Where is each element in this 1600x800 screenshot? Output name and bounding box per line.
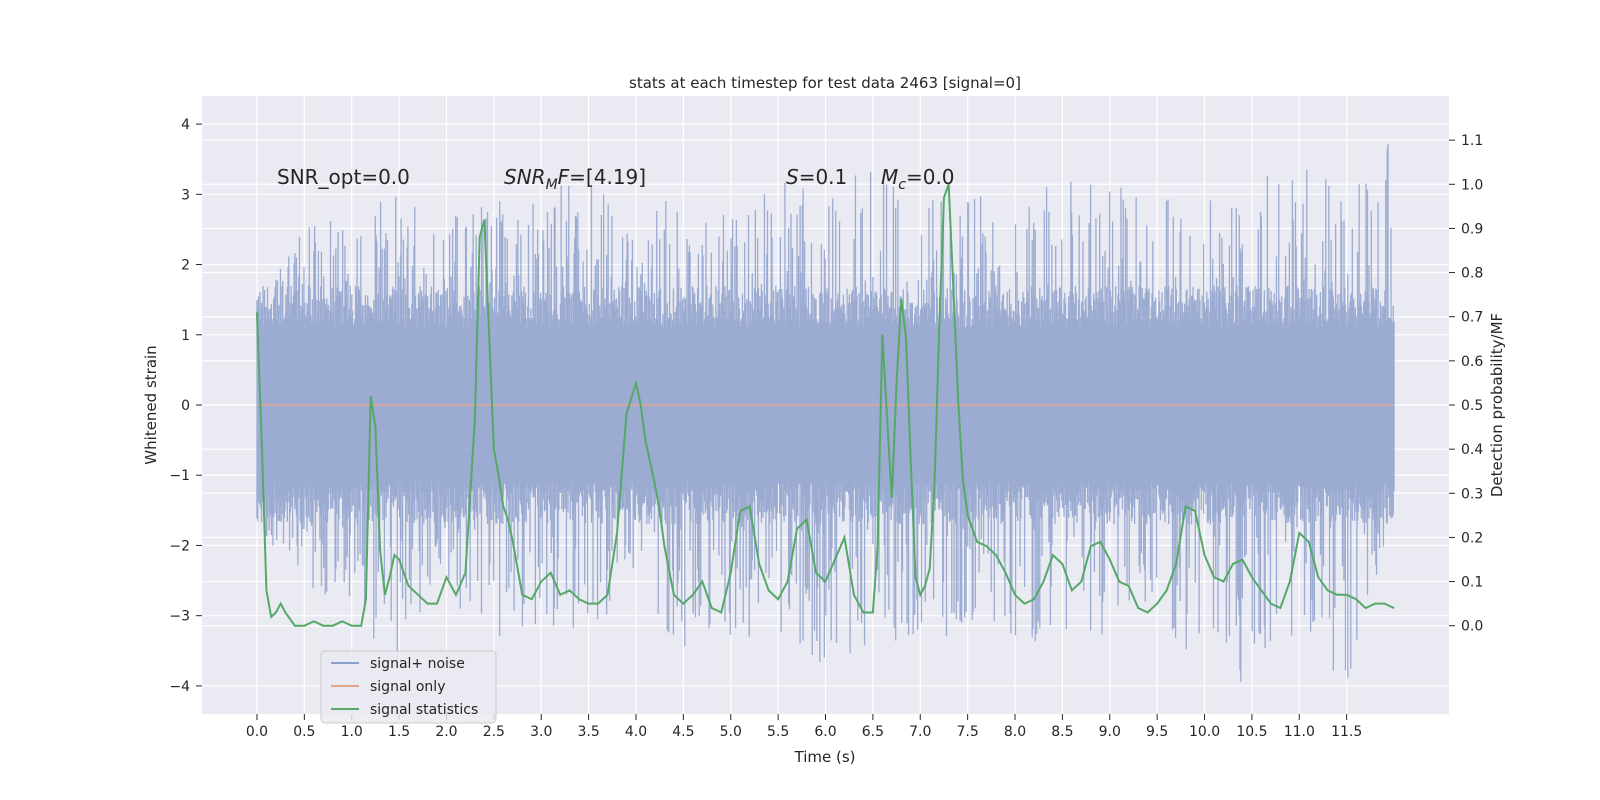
x-tick-label: 7.0	[909, 724, 931, 740]
legend-label-signal-only: signal only	[370, 679, 445, 695]
x-tick-label: 2.5	[483, 724, 505, 740]
x-tick-label: 9.0	[1099, 724, 1121, 740]
x-tick-label: 8.0	[1004, 724, 1026, 740]
y-right-tick-label: 0.2	[1461, 530, 1483, 546]
y-right-tick-label: 0.9	[1461, 221, 1483, 237]
y-right-tick-label: 0.4	[1461, 442, 1483, 458]
mc-value: =0.0	[906, 165, 955, 189]
x-tick-label: 10.5	[1236, 724, 1267, 740]
x-tick-label: 8.5	[1051, 724, 1073, 740]
x-tick-label: 0.5	[293, 724, 315, 740]
y-left-axis-label: Whitened strain	[142, 345, 160, 464]
x-tick-label: 2.0	[435, 724, 457, 740]
x-tick-label: 5.0	[720, 724, 742, 740]
y-left-tick-label: −2	[169, 538, 190, 554]
x-axis-label: Time (s)	[794, 748, 856, 766]
y-left-tick-label: 1	[181, 328, 190, 344]
y-left-tick-label: 2	[181, 258, 190, 274]
legend: signal+ noise signal only signal statist…	[320, 650, 497, 724]
snr-mf-annotation: SNRMF=[4.19]	[504, 165, 646, 193]
mc-symbol: M	[881, 165, 898, 189]
snr-mf-value: =[4.19]	[569, 165, 646, 189]
signal-statistics-line	[255, 183, 1395, 627]
legend-label-signal-noise: signal+ noise	[370, 656, 465, 672]
s-value: =0.1	[799, 165, 848, 189]
snr-mf-symbol: SNR	[504, 165, 546, 189]
x-tick-label: 6.5	[862, 724, 884, 740]
x-tick-label: 9.5	[1146, 724, 1168, 740]
snr-mf-f: F	[558, 165, 570, 189]
x-tick-label: 6.0	[814, 724, 836, 740]
x-tick-label: 1.5	[388, 724, 410, 740]
y-left-tick-label: −3	[169, 609, 190, 625]
s-symbol: S	[786, 165, 799, 189]
x-axis-ticks: 0.0 0.5 1.0 1.5 2.0 2.5 3.0 3.5 4.0 4.5 5.0 5.5 6.0 6…	[246, 714, 1362, 740]
x-tick-label: 10.0	[1189, 724, 1220, 740]
y-right-tick-label: 0.3	[1461, 486, 1483, 502]
x-tick-label: 4.0	[625, 724, 647, 740]
y-left-tick-label: 3	[181, 187, 190, 203]
y-right-tick-label: 0.8	[1461, 266, 1483, 282]
x-tick-label: 1.0	[341, 724, 363, 740]
x-tick-label: 7.5	[957, 724, 979, 740]
snr-mf-subscript: M	[546, 177, 558, 193]
y-right-tick-label: 0.6	[1461, 354, 1483, 370]
y-right-tick-label: 1.1	[1461, 133, 1483, 149]
y-left-tick-label: 0	[181, 398, 190, 414]
mc-subscript: c	[898, 177, 906, 193]
y-right-tick-label: 1.0	[1461, 177, 1483, 193]
y-left-tick-label: −1	[169, 468, 190, 484]
s-annotation: S=0.1	[786, 165, 847, 189]
snr-opt-annotation: SNR_opt=0.0	[277, 165, 410, 189]
chart-title: stats at each timestep for test data 246…	[629, 74, 1021, 92]
x-tick-label: 3.5	[577, 724, 599, 740]
x-tick-label: 3.0	[530, 724, 552, 740]
x-tick-label: 5.5	[767, 724, 789, 740]
y-right-axis-ticks: 1.1 1.0 0.9 0.8 0.7 0.6 0.5 0.4 0.3 0.2 0.1 0.0	[1449, 133, 1483, 635]
legend-box	[320, 650, 497, 724]
y-left-axis-ticks: 4 3 2 1 0 −1 −2 −3 −4	[169, 117, 202, 695]
mc-annotation: Mc=0.0	[881, 165, 955, 193]
x-tick-label: 11.5	[1331, 724, 1362, 740]
legend-label-signal-statistics: signal statistics	[370, 702, 478, 718]
y-right-axis-label: Detection probability/MF	[1488, 313, 1506, 497]
y-right-tick-label: 0.7	[1461, 310, 1483, 326]
y-left-tick-label: −4	[169, 679, 190, 695]
y-right-tick-label: 0.0	[1461, 619, 1483, 635]
x-tick-label: 4.5	[672, 724, 694, 740]
y-right-tick-label: 0.5	[1461, 398, 1483, 414]
y-right-tick-label: 0.1	[1461, 575, 1483, 591]
x-tick-label: 0.0	[246, 724, 268, 740]
x-tick-label: 11.0	[1284, 724, 1315, 740]
y-left-tick-label: 4	[181, 117, 190, 133]
